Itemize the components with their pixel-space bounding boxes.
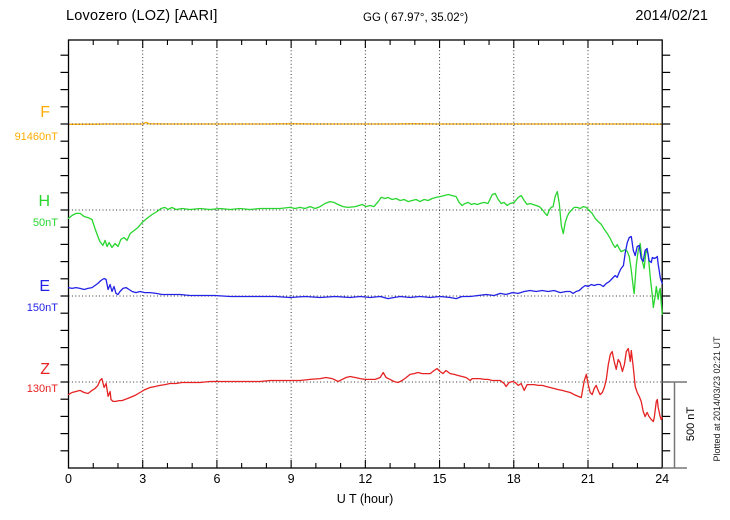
component-label-F: F	[40, 104, 50, 121]
x-tick-label-24: 24	[655, 472, 670, 486]
x-tick-label-9: 9	[287, 472, 295, 486]
component-baseline-H: 50nT	[32, 217, 58, 229]
z-trace	[67, 347, 663, 423]
plotted-at-note: Plotted at 2014/03/23 02:21 UT	[712, 336, 722, 462]
scale-bar-label: 500 nT	[685, 406, 697, 442]
component-baseline-Z: 130nT	[26, 383, 58, 395]
plot-date: 2014/02/21	[635, 8, 708, 24]
component-label-E: E	[39, 278, 50, 295]
component-label-H: H	[38, 193, 50, 210]
x-tick-label-18: 18	[506, 472, 521, 486]
x-tick-label-3: 3	[139, 472, 147, 486]
x-axis-title: U T (hour)	[336, 492, 394, 506]
x-tick-label-21: 21	[581, 472, 595, 486]
station-title: Lovozero (LOZ) [AARI]	[66, 8, 218, 24]
x-tick-label-6: 6	[213, 472, 221, 486]
x-tick-label-12: 12	[358, 472, 373, 486]
h-trace	[67, 190, 663, 316]
x-tick-label-0: 0	[65, 472, 72, 486]
component-label-Z: Z	[40, 361, 50, 378]
x-tick-label-15: 15	[432, 472, 447, 486]
component-baseline-E: 150nT	[26, 302, 58, 314]
e-trace	[67, 235, 663, 300]
component-baseline-F: 91460nT	[14, 131, 58, 143]
geographic-coordinates: GG ( 67.97°, 35.02°)	[363, 12, 469, 24]
